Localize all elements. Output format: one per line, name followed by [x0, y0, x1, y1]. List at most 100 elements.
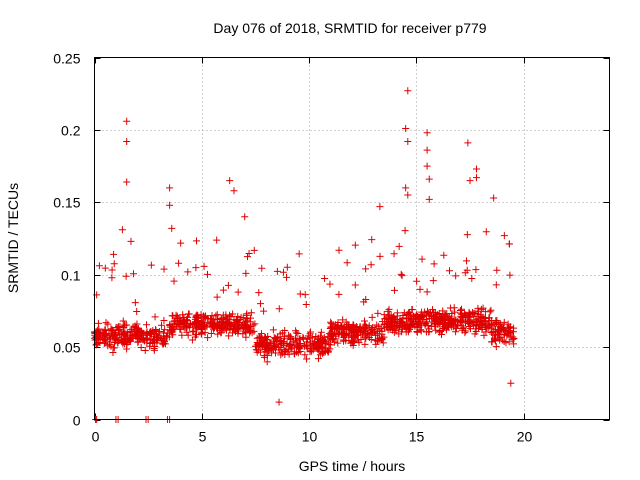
data-point: [123, 333, 131, 341]
data-point: [385, 305, 393, 313]
data-point: [224, 281, 232, 289]
data-point: [396, 317, 404, 325]
data-point: [233, 326, 241, 334]
data-point-outlier: [168, 224, 176, 232]
data-point: [388, 319, 396, 327]
data-point: [177, 239, 185, 247]
y-tick-label: 0.2: [61, 123, 81, 139]
data-point: [175, 259, 183, 267]
data-point: [326, 325, 334, 333]
data-point: [156, 327, 164, 335]
data-point: [375, 322, 383, 330]
data-point: [397, 270, 405, 278]
data-point-outlier: [425, 195, 433, 203]
data-point: [398, 272, 406, 280]
data-point: [92, 341, 100, 349]
data-point: [292, 327, 300, 335]
data-point: [409, 318, 417, 326]
data-point: [458, 305, 466, 313]
data-point: [258, 335, 266, 343]
data-point: [111, 331, 119, 339]
data-point-outlier: [404, 87, 412, 95]
data-point: [133, 308, 141, 316]
data-point: [127, 337, 135, 345]
data-point: [353, 326, 361, 334]
data-point: [219, 311, 227, 319]
data-point: [361, 340, 369, 348]
data-point: [439, 307, 447, 315]
data-point: [390, 286, 398, 294]
data-point: [326, 280, 334, 288]
data-point: [247, 309, 255, 317]
data-point: [101, 338, 109, 346]
data-point: [200, 313, 208, 321]
data-point: [163, 333, 171, 341]
data-point: [306, 328, 314, 336]
data-point: [343, 259, 351, 267]
data-point: [275, 305, 283, 313]
data-point: [368, 313, 376, 321]
data-point: [150, 346, 158, 354]
data-point: [418, 255, 426, 263]
data-point-outlier: [226, 177, 234, 185]
data-point: [362, 325, 370, 333]
data-point: [275, 346, 283, 354]
data-point: [179, 311, 187, 319]
data-point: [252, 346, 260, 354]
data-point: [137, 343, 145, 351]
data-point: [500, 318, 508, 326]
data-point: [352, 325, 360, 333]
data-point: [330, 338, 338, 346]
data-point-outlier: [166, 201, 174, 209]
data-point: [102, 319, 110, 327]
data-point: [340, 334, 348, 342]
chart-title: Day 076 of 2018, SRMTID for receiver p77…: [213, 20, 486, 36]
data-point: [222, 326, 230, 334]
data-point: [301, 351, 309, 359]
data-point: [492, 325, 500, 333]
data-point: [148, 330, 156, 338]
data-point: [487, 306, 495, 314]
data-point: [260, 307, 268, 315]
data-point: [131, 299, 139, 307]
data-point: [193, 237, 201, 245]
data-point: [213, 311, 221, 319]
data-point: [192, 319, 200, 327]
data-point: [204, 270, 212, 278]
data-point: [285, 345, 293, 353]
data-point: [200, 262, 208, 270]
data-point: [492, 343, 500, 351]
y-tick-label: 0.15: [53, 195, 80, 211]
data-point: [160, 265, 168, 273]
data-point: [245, 250, 253, 258]
data-point: [320, 334, 328, 342]
data-point: [472, 316, 480, 324]
data-point: [119, 317, 127, 325]
data-point: [364, 329, 372, 337]
y-tick-label: 0: [73, 413, 81, 429]
data-point: [247, 314, 255, 322]
data-point: [461, 269, 469, 277]
data-point: [447, 319, 455, 327]
data-point: [436, 315, 444, 323]
data-point: [471, 330, 479, 338]
data-point: [376, 327, 384, 335]
data-point: [222, 320, 230, 328]
data-point: [207, 329, 215, 337]
data-point: [429, 277, 437, 285]
data-point: [432, 320, 440, 328]
data-point: [472, 266, 480, 274]
data-point: [295, 250, 303, 258]
data-point-outlier: [423, 129, 431, 137]
data-point-outlier: [404, 137, 412, 145]
data-point: [386, 325, 394, 333]
data-point: [373, 337, 381, 345]
data-point-outlier: [404, 191, 412, 199]
data-point: [243, 315, 251, 323]
data-point: [170, 277, 178, 285]
data-point: [432, 314, 440, 322]
data-point: [466, 313, 474, 321]
data-point: [417, 321, 425, 329]
data-point: [216, 318, 224, 326]
